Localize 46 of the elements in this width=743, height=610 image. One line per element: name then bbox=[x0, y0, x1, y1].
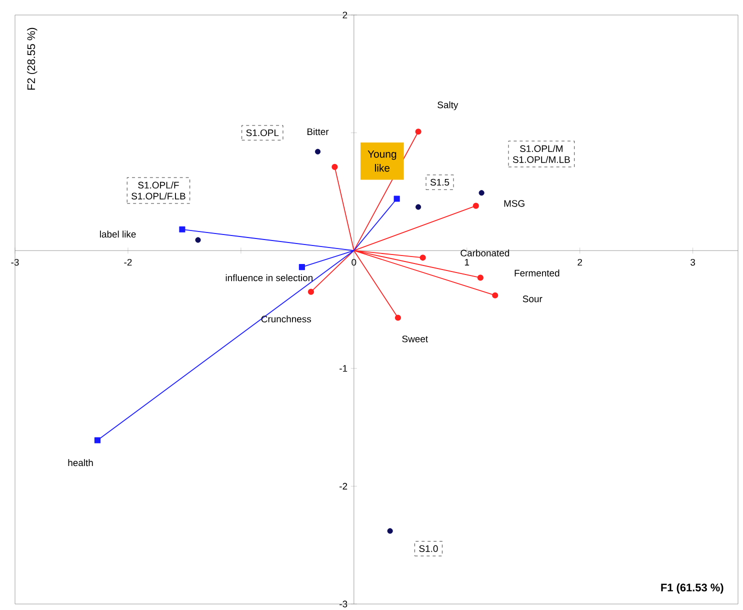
point bbox=[387, 528, 393, 534]
point bbox=[420, 254, 426, 260]
point bbox=[394, 195, 400, 202]
x-tick-label: -3 bbox=[11, 258, 19, 266]
y-tick-label: -3 bbox=[340, 600, 348, 608]
annotation: health bbox=[68, 458, 93, 466]
annotation: MSG bbox=[504, 200, 524, 207]
x-tick-label: 2 bbox=[578, 258, 582, 266]
point bbox=[492, 292, 498, 298]
annotation: S1.5 bbox=[430, 178, 450, 186]
annotation: Salty bbox=[438, 101, 458, 110]
annotation: label like bbox=[100, 230, 136, 238]
annotation: Sour bbox=[522, 295, 542, 302]
point bbox=[472, 202, 479, 209]
point bbox=[314, 148, 321, 154]
annotation: S1.OPL/M S1.OPL/M.LB bbox=[512, 144, 570, 163]
annotation: S1.0 bbox=[419, 545, 438, 552]
annotation: S1.OPL/F S1.OPL/F.LB bbox=[132, 181, 186, 200]
annotation: Bitter bbox=[307, 128, 329, 135]
point bbox=[416, 204, 422, 210]
point bbox=[415, 128, 422, 134]
point bbox=[478, 190, 484, 196]
annotation: Carbonated bbox=[460, 249, 510, 256]
point bbox=[308, 288, 314, 295]
point bbox=[477, 274, 484, 280]
x-axis-title: F1 (61.53 %) bbox=[661, 583, 724, 594]
point bbox=[94, 436, 101, 444]
point bbox=[179, 226, 186, 232]
annotation: S1.OPL bbox=[246, 129, 279, 136]
annotation: Sweet bbox=[402, 335, 428, 342]
y-tick-label: -1 bbox=[340, 364, 348, 372]
point bbox=[298, 264, 305, 270]
x-tick-label: 1 bbox=[464, 258, 470, 266]
y-axis-title: F2 (28.55 %) bbox=[27, 28, 38, 90]
annotation: influence in selection bbox=[226, 274, 312, 281]
point bbox=[394, 314, 402, 321]
point bbox=[195, 236, 201, 243]
x-tick-label: 3 bbox=[690, 258, 696, 266]
point bbox=[332, 164, 338, 170]
x-tick-label: 0 bbox=[352, 258, 356, 266]
x-tick-label: -2 bbox=[124, 258, 132, 266]
annotation: Fermented bbox=[514, 269, 560, 276]
annotation: Crunchness bbox=[261, 315, 312, 322]
y-tick-label: -2 bbox=[340, 482, 348, 490]
annotation: Young like bbox=[368, 150, 396, 172]
y-tick-label: 2 bbox=[342, 11, 348, 18]
